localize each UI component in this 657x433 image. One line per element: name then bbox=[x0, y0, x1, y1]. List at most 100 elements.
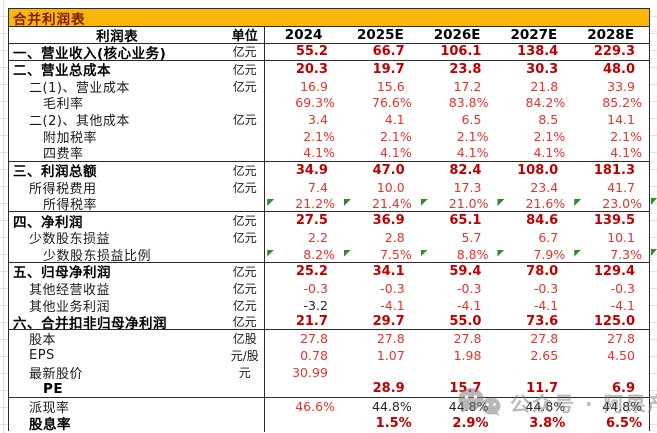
value-cell: 17.3 bbox=[453, 179, 482, 195]
row-unit: 亿元 bbox=[225, 111, 266, 129]
value-cell: 84.6 bbox=[526, 213, 559, 229]
row-label: EPS bbox=[29, 348, 55, 364]
value-cell: 59.4 bbox=[449, 263, 482, 279]
error-flag-icon bbox=[574, 199, 582, 207]
row-unit bbox=[225, 246, 266, 263]
value-cell: 4.50 bbox=[607, 348, 635, 364]
error-flag-icon bbox=[343, 199, 351, 207]
value-cell: 21.8 bbox=[530, 78, 559, 94]
table-row: 其他业务利润 亿元 -3.2 -4.1 -4.1 -4.1 -4.1 bbox=[9, 296, 649, 315]
row-label: 五、归母净利润 bbox=[13, 265, 111, 282]
value-cell: 4.1% bbox=[379, 145, 412, 161]
value-cell: 7.5% bbox=[342, 247, 419, 262]
row-unit bbox=[225, 145, 266, 161]
value-cell: 16.9 bbox=[300, 78, 328, 94]
income-statement-table: 合并利润表 利润表 单位 2024 2025E 2026E 2027E 2028E 一、营业收… bbox=[8, 8, 650, 433]
row-label: 最新股价 bbox=[29, 367, 84, 383]
table-row: 一、营业收入(核心业务) 亿元 55.2 66.7 106.1 138.4 229.3 bbox=[9, 43, 649, 62]
row-label: 其他经营收益 bbox=[29, 282, 111, 298]
value-cell: 2.8 bbox=[384, 230, 405, 246]
value-cell: 27.8 bbox=[607, 331, 635, 347]
value-cell: -4.1 bbox=[610, 297, 635, 313]
value-cell: 55.2 bbox=[295, 44, 328, 60]
value-cell: 36.9 bbox=[372, 213, 405, 229]
row-label: 毛利率 bbox=[43, 97, 84, 113]
row-unit: 亿元 bbox=[225, 313, 266, 330]
table-row: 少数股东损益 亿元 2.2 2.8 5.7 6.7 10.1 bbox=[9, 229, 649, 247]
value-cell: 2.1% bbox=[303, 129, 335, 145]
value-cell: 138.4 bbox=[517, 44, 559, 60]
table-row: 毛利率 69.3% 76.6% 83.8% 84.2% 85.2% bbox=[9, 94, 649, 113]
table-row: 股息率 1.5% 2.9% 3.8% 6.5% bbox=[9, 414, 649, 433]
value-cell: 108.0 bbox=[517, 162, 559, 178]
value-cell: 27.8 bbox=[453, 331, 482, 347]
row-unit: 亿元 bbox=[225, 296, 266, 314]
value-cell: -4.1 bbox=[380, 297, 405, 313]
value-cell: -0.3 bbox=[610, 280, 635, 296]
table-row: 六、合并扣非归母净利润 亿元 21.7 29.7 55.0 73.6 125.0 bbox=[9, 313, 649, 332]
value-cell: 106.1 bbox=[440, 44, 482, 60]
value-cell: 19.7 bbox=[372, 61, 405, 77]
header-year: 2028E bbox=[587, 26, 635, 43]
value-cell: 25.2 bbox=[295, 263, 328, 279]
row-label: 六、合并扣非归母净利润 bbox=[13, 315, 167, 332]
value-cell: -0.3 bbox=[533, 280, 559, 296]
value-cell: 65.1 bbox=[449, 213, 482, 229]
value-cell: 6.7 bbox=[538, 230, 559, 246]
value-cell: 82.4 bbox=[449, 162, 482, 178]
value-cell: 125.0 bbox=[593, 314, 636, 330]
value-cell: 20.3 bbox=[295, 61, 328, 77]
row-unit: 亿元 bbox=[225, 43, 266, 60]
table-row: 最新股价 元 30.99 bbox=[9, 364, 649, 383]
value-cell: 84.2% bbox=[525, 95, 566, 111]
row-label: 二(2)、其他成本 bbox=[29, 114, 130, 130]
row-label: 二(1)、营业成本 bbox=[29, 80, 130, 96]
value-cell: 2.1% bbox=[610, 129, 642, 145]
value-cell: 78.0 bbox=[526, 263, 559, 279]
table-title: 合并利润表 bbox=[13, 11, 86, 28]
row-unit bbox=[225, 397, 266, 415]
value-cell: 27.5 bbox=[295, 213, 328, 229]
row-label: 其他业务利润 bbox=[29, 299, 111, 315]
value-cell: 41.7 bbox=[607, 179, 635, 195]
value-cell: 30.3 bbox=[526, 61, 559, 77]
error-flag-icon bbox=[497, 249, 505, 257]
row-unit: 元 bbox=[225, 364, 266, 382]
value-cell: 8.2% bbox=[265, 247, 342, 262]
row-unit bbox=[225, 128, 266, 146]
value-cell: 4.1% bbox=[456, 145, 489, 161]
value-cell: 21.4% bbox=[342, 196, 419, 211]
value-cell: 10.1 bbox=[607, 230, 635, 246]
value-cell: 34.1 bbox=[372, 263, 405, 279]
table-row: 二(2)、其他成本 亿元 3.4 4.1 6.5 8.5 14.1 bbox=[9, 111, 649, 130]
value-cell: 76.6% bbox=[372, 95, 412, 111]
value-cell: 44.8% bbox=[372, 398, 412, 414]
value-cell: 44.8% bbox=[448, 398, 489, 414]
value-cell: 23.8 bbox=[449, 61, 482, 77]
error-flag-icon bbox=[267, 249, 275, 257]
row-unit: 亿元 bbox=[225, 212, 266, 230]
value-cell: 30.99 bbox=[292, 365, 328, 381]
row-unit: 亿元 bbox=[225, 229, 266, 247]
value-cell: 21.7 bbox=[295, 314, 328, 330]
table-row: 其他经营收益 亿元 -0.3 -0.3 -0.3 -0.3 -0.3 bbox=[9, 279, 649, 298]
value-cell: 21.0% bbox=[419, 196, 496, 211]
table-row: 四、净利润 亿元 27.5 36.9 65.1 84.6 139.5 bbox=[9, 212, 649, 231]
value-cell: 15.6 bbox=[376, 78, 405, 94]
value-cell: 21.2% bbox=[265, 196, 342, 211]
row-label: 四费率 bbox=[43, 147, 84, 163]
table-row: 二、营业总成本 亿元 20.3 19.7 23.8 30.3 48.0 bbox=[9, 60, 649, 79]
value-cell: 4.1 bbox=[384, 112, 405, 128]
value-cell: -0.3 bbox=[380, 280, 405, 296]
row-unit bbox=[225, 94, 266, 112]
value-cell: 14.1 bbox=[607, 112, 635, 128]
table-row: 所得税费用 亿元 7.4 10.0 17.3 23.4 41.7 bbox=[9, 178, 649, 197]
header-year: 2026E bbox=[433, 26, 481, 43]
row-label: 派现率 bbox=[29, 400, 70, 416]
error-flag-icon bbox=[574, 249, 582, 257]
value-cell: 48.0 bbox=[602, 61, 636, 77]
error-flag-icon bbox=[420, 199, 428, 207]
value-cell: 23.0% bbox=[572, 196, 649, 211]
value-cell: 55.0 bbox=[449, 314, 482, 330]
value-cell: 129.4 bbox=[593, 263, 636, 279]
